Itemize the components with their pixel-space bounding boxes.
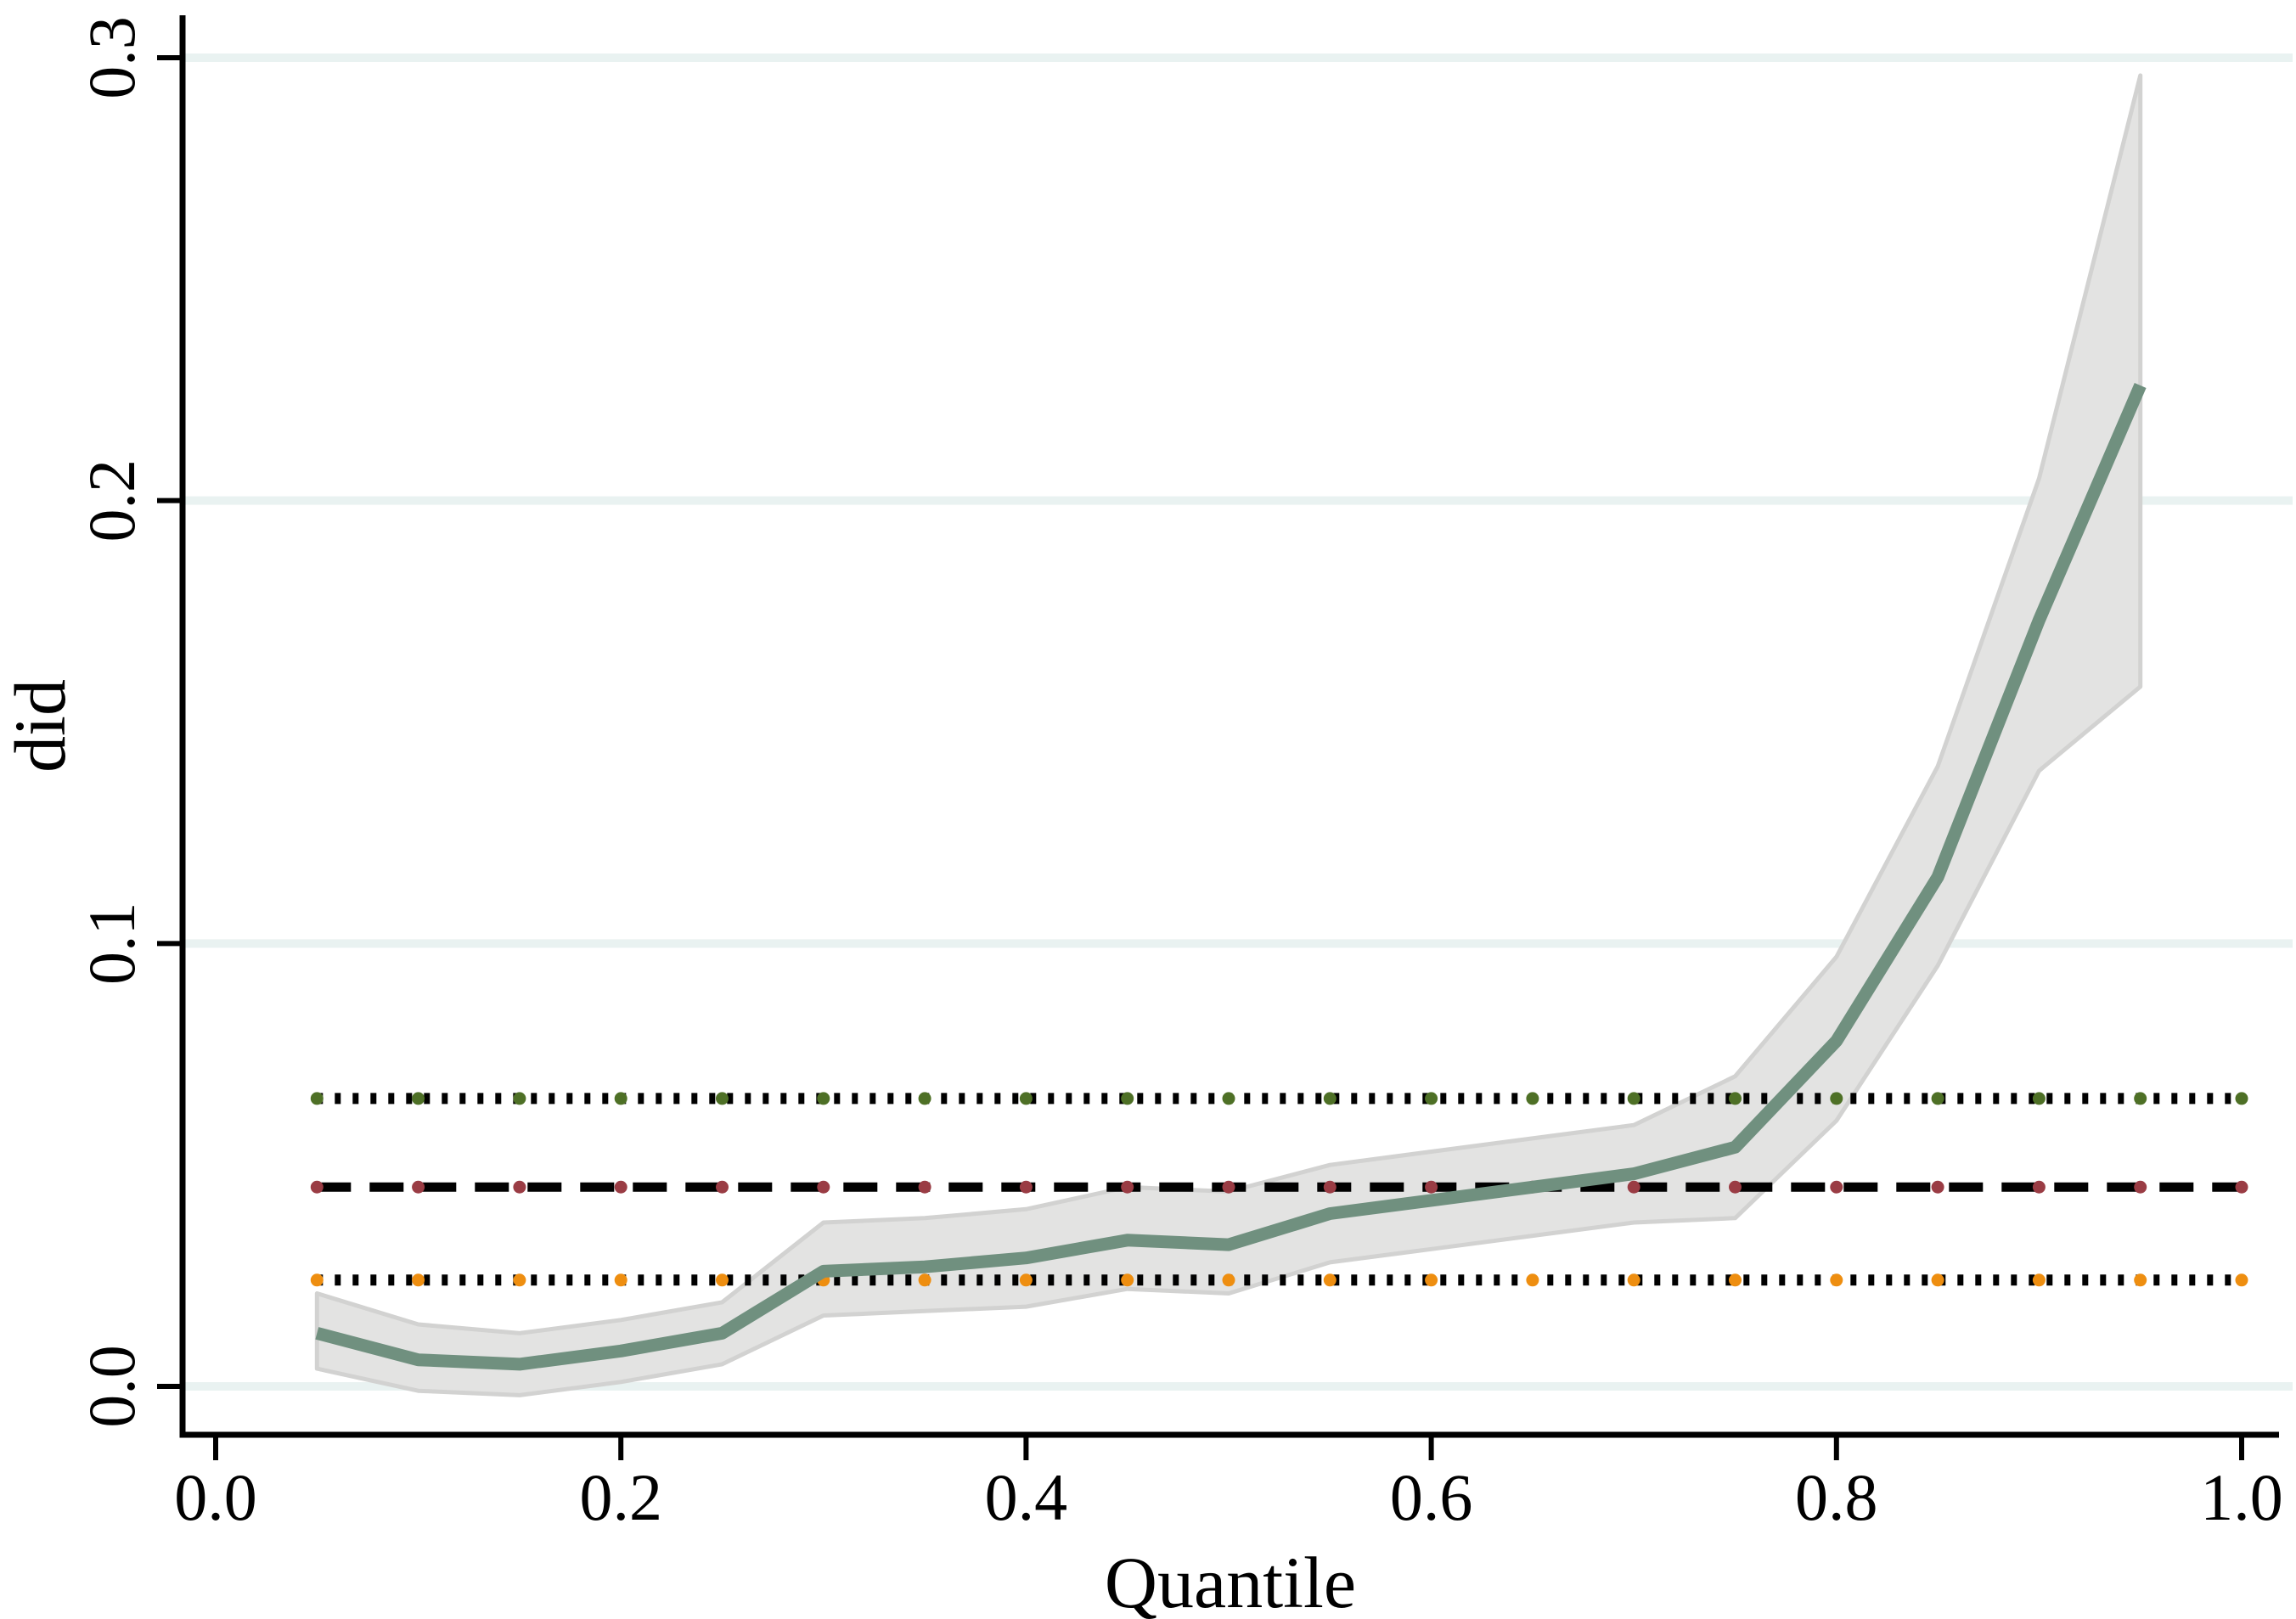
- x-tick-label: 0.6: [1390, 1460, 1473, 1534]
- ols-ci-lower-marker: [412, 1273, 425, 1287]
- x-axis-title: Quantile: [1105, 1542, 1356, 1619]
- ols-ci-lower-marker: [716, 1273, 729, 1287]
- ols-ci-lower-marker: [1931, 1273, 1944, 1287]
- ols-did-mean-marker: [1121, 1180, 1134, 1194]
- y-axis-title: did: [0, 679, 81, 773]
- ols-ci-upper-marker: [1323, 1092, 1337, 1105]
- ols-ci-upper-marker: [918, 1092, 931, 1105]
- ols-did-mean-marker: [1627, 1180, 1640, 1194]
- confidence-band-group: [314, 73, 2143, 1397]
- ols-ci-lower-marker: [1830, 1273, 1843, 1287]
- x-tick-label: 0.2: [579, 1460, 662, 1534]
- ols-ci-upper-marker: [310, 1092, 324, 1105]
- ols-ci-lower-marker: [1729, 1273, 1742, 1287]
- ols-did-mean-marker: [1425, 1180, 1438, 1194]
- ols-ci-lower-marker: [1019, 1273, 1033, 1287]
- ols-did-mean-marker: [817, 1180, 830, 1194]
- ols-ci-upper-marker: [2134, 1092, 2147, 1105]
- did-line: [315, 383, 2147, 1371]
- ols-ci-upper-marker: [1526, 1092, 1539, 1105]
- x-tick-label: 0.0: [174, 1460, 257, 1534]
- ols-ci-upper-marker: [1729, 1092, 1742, 1105]
- ols-ci-upper-marker: [2235, 1092, 2248, 1105]
- ols-did-mean-marker: [918, 1180, 931, 1194]
- ols-ci-lower-marker: [310, 1273, 324, 1287]
- x-tick-label: 0.4: [985, 1460, 1068, 1534]
- y-tick-label: 0.3: [75, 16, 149, 99]
- ols-ci-lower-marker: [2134, 1273, 2147, 1287]
- ols-ci-upper-marker: [412, 1092, 425, 1105]
- ols-did-mean-marker: [1830, 1180, 1843, 1194]
- ols-did-mean-marker: [2032, 1180, 2046, 1194]
- ols-ci-upper-marker: [1222, 1092, 1235, 1105]
- confidence-band: [314, 73, 2143, 1397]
- ols-ci-lower-marker: [1425, 1273, 1438, 1287]
- ols-did-mean-marker: [1931, 1180, 1944, 1194]
- ols-ci-upper-marker: [1830, 1092, 1843, 1105]
- ols-did-mean-marker: [412, 1180, 425, 1194]
- did-line-group: [315, 383, 2147, 1371]
- ols-did-mean-marker: [614, 1180, 627, 1194]
- ols-ci-upper-marker: [1627, 1092, 1640, 1105]
- x-tick-label: 1.0: [2200, 1460, 2283, 1534]
- ols-ci-upper-marker: [1019, 1092, 1033, 1105]
- ols-did-mean-marker: [1222, 1180, 1235, 1194]
- ols-ci-lower-marker: [1627, 1273, 1640, 1287]
- ols-ci-upper-marker: [817, 1092, 830, 1105]
- ols-ci-lower-marker: [614, 1273, 627, 1287]
- ols-ci-lower-marker: [2032, 1273, 2046, 1287]
- ols-ci-upper-marker: [716, 1092, 729, 1105]
- ols-did-mean-marker: [513, 1180, 526, 1194]
- ols-ci-lower-marker: [1323, 1273, 1337, 1287]
- ols-ci-upper-marker: [614, 1092, 627, 1105]
- ols-did-mean-marker: [310, 1180, 324, 1194]
- ols-ci-lower-marker: [1222, 1273, 1235, 1287]
- ols-ci-upper-marker: [513, 1092, 526, 1105]
- ols-ci-upper-marker: [1121, 1092, 1134, 1105]
- y-tick-label: 0.0: [75, 1345, 149, 1428]
- tick-labels-group: 0.0 0.1 0.2 0.3 0.0 0.2 0.4 0.6 0.8 1.0: [75, 16, 2283, 1534]
- ols-ci-lower-marker: [2235, 1273, 2248, 1287]
- ols-ci-lower-marker: [1121, 1273, 1134, 1287]
- ols-ci-lower-marker: [513, 1273, 526, 1287]
- axes-group: [179, 15, 2279, 1438]
- ols-did-mean-marker: [1323, 1180, 1337, 1194]
- ols-did-mean-marker: [1729, 1180, 1742, 1194]
- ols-ci-lower-marker: [1526, 1273, 1539, 1287]
- y-tick-label: 0.2: [75, 459, 149, 542]
- ols-ci-lower-marker: [918, 1273, 931, 1287]
- ols-did-mean-marker: [1019, 1180, 1033, 1194]
- ticks-group: [157, 55, 2244, 1460]
- x-tick-label: 0.8: [1795, 1460, 1878, 1534]
- y-tick-label: 0.1: [75, 902, 149, 986]
- ols-did-mean-marker: [2134, 1180, 2147, 1194]
- ols-did-mean-marker: [2235, 1180, 2248, 1194]
- reference-lines-group: [310, 1092, 2248, 1287]
- ols-did-mean-marker: [716, 1180, 729, 1194]
- ols-ci-upper-marker: [2032, 1092, 2046, 1105]
- ols-ci-upper-marker: [1425, 1092, 1438, 1105]
- ols-ci-upper-marker: [1931, 1092, 1944, 1105]
